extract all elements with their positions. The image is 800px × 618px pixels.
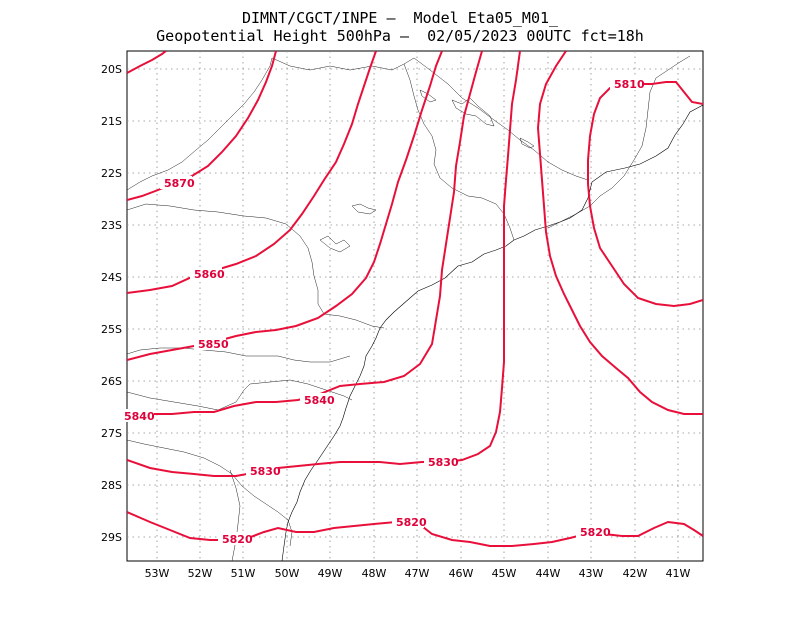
- label-5830-east: 5830: [428, 456, 459, 469]
- label-5820-central: 5820: [396, 516, 427, 529]
- longitude-axis: 53W 52W 51W 50W 49W 48W 47W 46W 45W 44W …: [145, 567, 691, 580]
- lon-label: 48W: [362, 567, 387, 580]
- label-5820-east: 5820: [580, 526, 611, 539]
- label-5820-west: 5820: [222, 533, 253, 546]
- political-borders: [127, 55, 691, 561]
- lon-label: 47W: [405, 567, 430, 580]
- lat-label: 26S: [101, 375, 122, 388]
- contour-5840: [127, 51, 483, 417]
- map-title-line1: DIMNT/CGCT/INPE – Model Eta05_M01_: [241, 9, 559, 27]
- lat-label: 23S: [101, 219, 122, 232]
- lon-label: 46W: [449, 567, 474, 580]
- map-frame: [126, 50, 704, 562]
- lon-label: 49W: [318, 567, 343, 580]
- lon-label: 44W: [536, 567, 561, 580]
- contour-5810: [587, 81, 703, 308]
- lon-label: 50W: [275, 567, 300, 580]
- contour-5820-east: [536, 51, 703, 415]
- lat-label: 27S: [101, 427, 122, 440]
- lat-label: 21S: [101, 115, 122, 128]
- lon-label: 43W: [579, 567, 604, 580]
- label-5850: 5850: [198, 338, 229, 351]
- lon-label: 52W: [188, 567, 213, 580]
- lat-label: 28S: [101, 479, 122, 492]
- lat-label: 29S: [101, 531, 122, 544]
- lat-label: 22S: [101, 167, 122, 180]
- contour-labels: 5870 5860 5850 5840 5840 5830 5830 5820 …: [122, 77, 645, 546]
- label-5830-west: 5830: [250, 465, 281, 478]
- label-5870: 5870: [164, 177, 195, 190]
- lon-label: 45W: [492, 567, 517, 580]
- label-5810: 5810: [614, 78, 645, 91]
- lon-label: 53W: [145, 567, 170, 580]
- lat-label: 24S: [101, 271, 122, 284]
- label-5840-west: 5840: [124, 410, 155, 423]
- map-title-line2: Geopotential Height 500hPa – 02/05/2023 …: [156, 27, 644, 45]
- lat-label: 20S: [101, 63, 122, 76]
- label-5840-central: 5840: [304, 394, 335, 407]
- lon-label: 51W: [231, 567, 256, 580]
- latitude-axis: 20S 21S 22S 23S 24S 25S 26S 27S 28S 29S: [101, 63, 122, 544]
- lat-label: 25S: [101, 323, 122, 336]
- contour-5870: [127, 51, 277, 201]
- lon-label: 42W: [623, 567, 648, 580]
- contour-5870-upper: [127, 51, 167, 74]
- label-5860: 5860: [194, 268, 225, 281]
- lon-label: 41W: [666, 567, 691, 580]
